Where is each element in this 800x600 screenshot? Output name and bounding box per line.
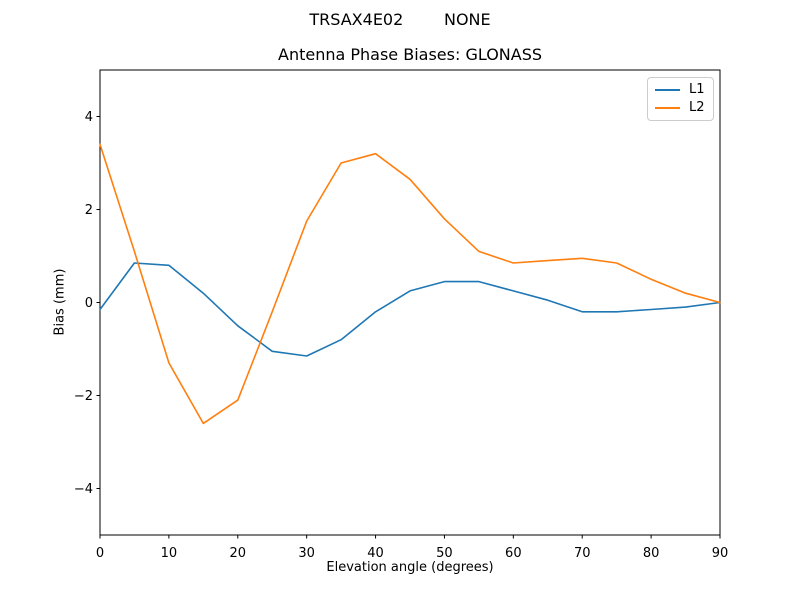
x-tick-label: 70	[574, 546, 591, 561]
legend: L1 L2	[647, 77, 714, 121]
legend-item-l2: L2	[655, 101, 706, 115]
legend-swatch-l2	[655, 107, 680, 109]
line-l1	[99, 262, 721, 357]
axes-title: Antenna Phase Biases: GLONASS	[277, 45, 543, 64]
y-tick-label: 2	[85, 203, 93, 218]
y-axis-label: Bias (mm)	[52, 268, 68, 336]
axes-frame	[99, 69, 721, 536]
x-tick-label: 20	[230, 546, 247, 561]
y-tick-label: 0	[85, 296, 93, 311]
x-tick-label: 60	[505, 546, 522, 561]
x-tick-label: 40	[367, 546, 384, 561]
x-tick-label: 80	[643, 546, 660, 561]
y-tick-label: 4	[85, 110, 93, 125]
y-tick-label: −2	[74, 389, 93, 404]
x-tick-label: 90	[712, 546, 729, 561]
x-tick-label: 10	[161, 546, 178, 561]
x-tick-label: 50	[436, 546, 453, 561]
legend-label-l1: L1	[689, 82, 705, 97]
figure-suptitle: TRSAX4E02 NONE	[309, 10, 491, 29]
line-l2	[99, 143, 721, 425]
x-tick-label: 30	[298, 546, 315, 561]
x-tick-label: 0	[96, 546, 104, 561]
y-tick-label: −4	[74, 482, 93, 497]
legend-swatch-l1	[655, 89, 680, 91]
x-axis-label: Elevation angle (degrees)	[326, 560, 494, 575]
legend-item-l1: L1	[655, 83, 706, 97]
legend-label-l2: L2	[689, 100, 705, 115]
